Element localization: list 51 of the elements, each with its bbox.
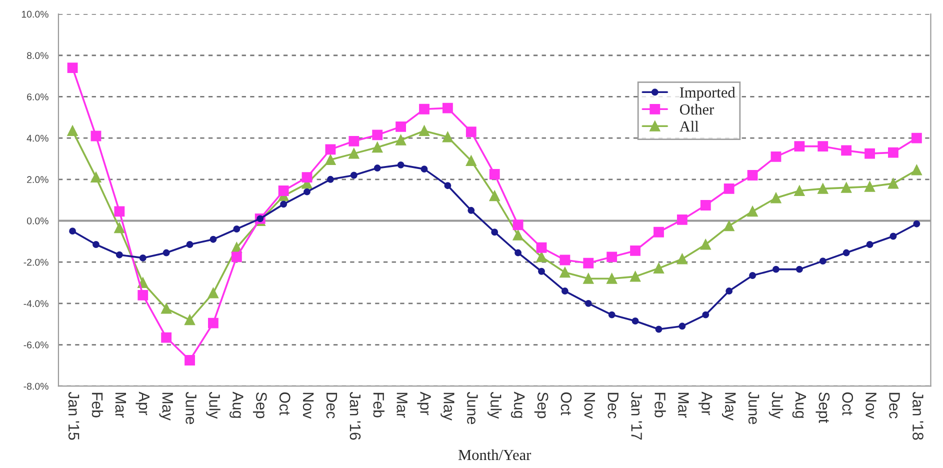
x-tick-label: Apr: [698, 392, 712, 416]
x-tick-label: Dec: [608, 392, 618, 418]
y-tick-label: 0.0%: [26, 217, 48, 224]
y-tick-label: 4.0%: [26, 134, 48, 142]
legend-label: Other: [680, 104, 714, 115]
x-axis-title: Month/Year: [458, 449, 532, 460]
y-tick-label: 2.0%: [27, 176, 48, 184]
x-tick-label: Dec: [326, 392, 338, 418]
x-tick-label: Feb: [373, 392, 384, 418]
x-tick-label: Oct: [279, 392, 290, 416]
x-tick-label: May: [159, 392, 173, 420]
x-tick-label: May: [440, 392, 454, 420]
x-tick-label: Apr: [136, 392, 150, 416]
y-tick-label: 10.0%: [22, 10, 48, 18]
x-tick-label: Mar: [678, 392, 689, 418]
x-tick-label: Nov: [302, 392, 314, 419]
x-tick-label: Nov: [866, 392, 876, 419]
legend-label: Imported: [680, 86, 736, 101]
x-tick-label: May: [722, 392, 736, 420]
x-tick-label: Mar: [396, 392, 408, 418]
x-tick-label: Jan '16: [350, 392, 361, 440]
y-tick-label: 8.0%: [27, 52, 48, 59]
x-tick-label: Apr: [417, 392, 431, 416]
x-tick-label: Dec: [889, 392, 900, 418]
x-tick-label: June: [186, 392, 196, 424]
x-tick-label: July: [487, 392, 502, 419]
x-tick-label: July: [206, 392, 220, 419]
x-tick-label: June: [467, 392, 478, 424]
x-tick-label: June: [748, 392, 760, 424]
y-tick-label: 6.0%: [27, 93, 48, 100]
x-tick-label: Sep: [253, 392, 267, 418]
x-tick-label: Aug: [510, 392, 525, 418]
y-tick-label: -4.0%: [24, 300, 48, 308]
y-tick-label: -8.0%: [24, 382, 48, 390]
x-tick-label: Jan '17: [631, 392, 642, 440]
x-tick-label: Oct: [560, 392, 572, 416]
x-tick-label: Feb: [654, 392, 666, 418]
legend-label: All: [679, 120, 699, 132]
x-tick-label: Oct: [842, 392, 854, 416]
x-tick-label: Aug: [792, 392, 806, 418]
x-tick-label: Nov: [584, 392, 595, 419]
x-tick-label: Mar: [115, 392, 126, 418]
x-tick-label: Sept: [816, 392, 830, 423]
x-tick-label: Jan '15: [68, 392, 80, 440]
x-tick-label: Sep: [534, 392, 548, 418]
x-tick-label: Jan '18: [912, 392, 924, 440]
x-tick-label: July: [768, 392, 784, 419]
x-tick-label: Feb: [92, 392, 104, 418]
y-tick-label: -6.0%: [24, 341, 48, 348]
x-tick-label: Aug: [230, 392, 244, 418]
y-tick-label: -2.0%: [24, 258, 48, 266]
